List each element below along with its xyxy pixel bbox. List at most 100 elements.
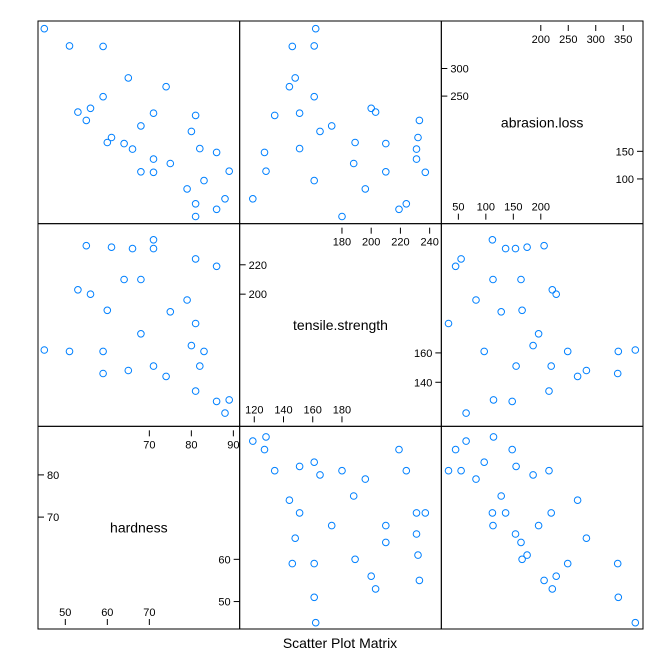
scatter-point bbox=[552, 290, 561, 299]
scatter-point bbox=[149, 362, 158, 370]
scatter-point bbox=[545, 466, 553, 475]
tick-label: 160 bbox=[414, 348, 432, 360]
scatter-point bbox=[212, 148, 221, 157]
scatter-point bbox=[310, 92, 319, 101]
tick-label: 180 bbox=[333, 237, 351, 249]
scatter-point bbox=[270, 111, 279, 120]
tick-label: 100 bbox=[477, 202, 495, 214]
scatter-point bbox=[187, 127, 196, 136]
scatter-point bbox=[457, 466, 465, 475]
scatter-point bbox=[371, 108, 380, 116]
scatter-point bbox=[462, 437, 470, 445]
panel-frame bbox=[440, 425, 644, 630]
scatter-point bbox=[402, 466, 411, 475]
tick-label: 80 bbox=[185, 439, 197, 451]
scatter-point bbox=[137, 330, 145, 338]
scatter-point bbox=[40, 346, 49, 354]
scatter-point bbox=[517, 538, 525, 547]
scatter-point bbox=[103, 306, 112, 315]
scatter-point bbox=[316, 127, 324, 136]
tick-label: 250 bbox=[559, 34, 577, 46]
tick-label: 70 bbox=[47, 512, 59, 524]
scatter-point bbox=[573, 372, 582, 381]
axes-layer: abrasion.loss 50 100 150 200 200 250 300 350 100 1… bbox=[38, 25, 643, 625]
panel-frame bbox=[239, 425, 442, 630]
scatter-point bbox=[200, 347, 208, 356]
scatter-point bbox=[327, 521, 336, 530]
tick-label: 220 bbox=[249, 260, 267, 272]
scatter-point bbox=[149, 155, 158, 163]
scatter-point bbox=[191, 111, 200, 120]
scatter-point bbox=[212, 262, 221, 271]
scatter-point bbox=[497, 492, 506, 500]
scatter-point bbox=[497, 308, 506, 316]
scatter-point bbox=[489, 433, 498, 441]
scatter-point bbox=[488, 236, 497, 244]
scatter-point bbox=[196, 362, 204, 370]
scatter-point bbox=[295, 144, 304, 153]
scatter-point bbox=[480, 458, 489, 467]
scatter-point bbox=[412, 530, 421, 538]
scatter-point bbox=[518, 306, 526, 315]
scatter-point bbox=[402, 200, 411, 208]
scatter-point bbox=[349, 159, 358, 168]
panel-frame bbox=[37, 223, 241, 427]
scatter-point bbox=[367, 104, 376, 113]
scatter-point bbox=[166, 308, 175, 316]
tick-label: 70 bbox=[143, 607, 155, 619]
panel-frame bbox=[37, 20, 241, 225]
scatter-point bbox=[511, 530, 520, 538]
tick-label: 200 bbox=[362, 237, 380, 249]
tick-label: 140 bbox=[414, 377, 432, 389]
scatter-point bbox=[260, 148, 269, 157]
scatter-point bbox=[149, 109, 158, 117]
scatter-point bbox=[518, 555, 526, 564]
scatter-point bbox=[40, 24, 49, 33]
scatter-point bbox=[149, 244, 158, 253]
scatter-point bbox=[480, 347, 489, 356]
scatter-point bbox=[382, 538, 390, 547]
scatter-point bbox=[534, 330, 543, 338]
scatter-point bbox=[511, 244, 520, 253]
scatter-point bbox=[262, 167, 270, 175]
matrix-xlabel: Scatter Plot Matrix bbox=[283, 635, 397, 651]
scatter-point bbox=[82, 116, 91, 125]
tick-label: 140 bbox=[274, 404, 292, 416]
scatter-point bbox=[191, 387, 200, 395]
scatter-point bbox=[191, 212, 200, 221]
scatter-point bbox=[338, 212, 346, 221]
scatter-point bbox=[351, 555, 359, 564]
scatter-point bbox=[260, 445, 269, 454]
scatter-point bbox=[489, 396, 498, 404]
scatter-point bbox=[412, 509, 421, 517]
scatter-point bbox=[457, 255, 465, 263]
scatter-point bbox=[99, 42, 107, 51]
scatter-point bbox=[128, 244, 137, 253]
scatter-point bbox=[563, 559, 572, 568]
scatter-point bbox=[382, 168, 390, 176]
scatter-point bbox=[415, 116, 424, 125]
scatter-point bbox=[99, 369, 107, 378]
scatter-point bbox=[361, 475, 370, 483]
scatter-point bbox=[187, 341, 196, 350]
tick-label: 300 bbox=[587, 34, 605, 46]
scatter-point bbox=[310, 593, 319, 602]
scatter-point bbox=[444, 319, 453, 328]
tick-label: 240 bbox=[420, 237, 438, 249]
scatter-point bbox=[249, 195, 257, 203]
scatter-point bbox=[124, 366, 133, 375]
scatter-point bbox=[162, 372, 170, 381]
scatter-point bbox=[412, 155, 421, 163]
scatter-point bbox=[99, 92, 107, 101]
variable-name-hardness: hardness bbox=[110, 520, 168, 536]
scatter-point bbox=[540, 241, 548, 250]
scatter-point bbox=[501, 509, 510, 517]
scatter-point bbox=[310, 176, 319, 185]
scatter-point bbox=[548, 286, 557, 294]
scatter-point bbox=[614, 347, 623, 356]
panels-layer bbox=[37, 20, 644, 630]
scatter-point bbox=[349, 492, 358, 500]
tick-label: 90 bbox=[227, 439, 239, 451]
scatter-point bbox=[472, 475, 480, 483]
